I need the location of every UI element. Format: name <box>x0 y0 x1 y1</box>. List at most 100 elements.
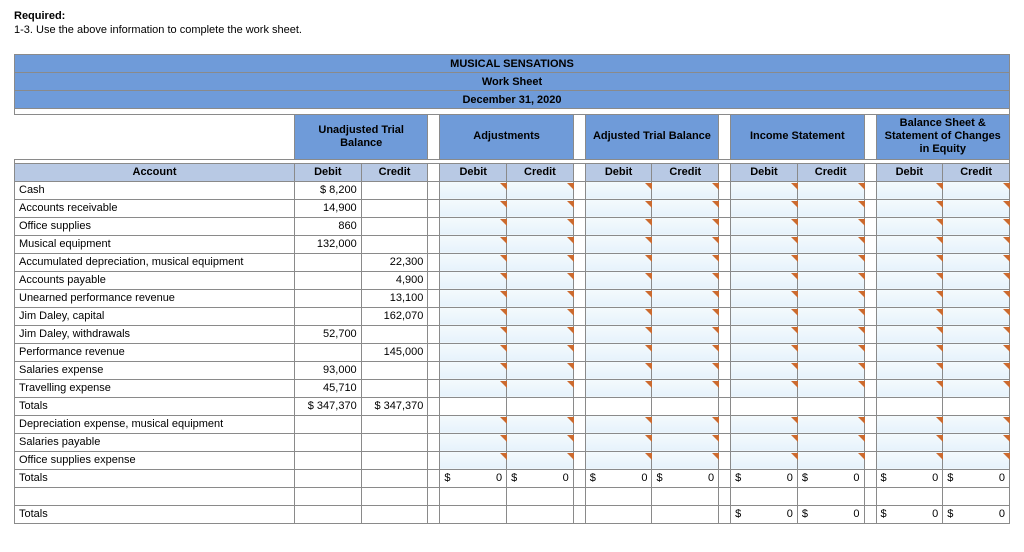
input-cell[interactable] <box>876 271 943 289</box>
input-cell[interactable] <box>876 415 943 433</box>
input-cell[interactable] <box>585 217 652 235</box>
input-cell[interactable] <box>797 307 864 325</box>
input-cell[interactable] <box>943 199 1010 217</box>
input-cell[interactable] <box>876 325 943 343</box>
input-cell[interactable] <box>943 307 1010 325</box>
input-cell[interactable] <box>585 271 652 289</box>
input-cell[interactable] <box>652 253 719 271</box>
input-cell[interactable] <box>507 271 574 289</box>
input-cell[interactable] <box>440 289 507 307</box>
input-cell[interactable] <box>797 271 864 289</box>
input-cell[interactable] <box>585 361 652 379</box>
input-cell[interactable] <box>797 253 864 271</box>
input-cell[interactable] <box>507 415 574 433</box>
input-cell[interactable] <box>876 451 943 469</box>
input-cell[interactable] <box>652 217 719 235</box>
input-cell[interactable] <box>943 253 1010 271</box>
input-cell[interactable] <box>585 343 652 361</box>
input-cell[interactable] <box>440 181 507 199</box>
input-cell[interactable] <box>797 343 864 361</box>
input-cell[interactable] <box>652 325 719 343</box>
input-cell[interactable] <box>731 199 798 217</box>
input-cell[interactable] <box>507 217 574 235</box>
input-cell[interactable] <box>507 361 574 379</box>
input-cell[interactable] <box>797 235 864 253</box>
input-cell[interactable] <box>797 199 864 217</box>
input-cell[interactable] <box>876 217 943 235</box>
input-cell[interactable] <box>440 217 507 235</box>
input-cell[interactable] <box>876 343 943 361</box>
input-cell[interactable] <box>943 217 1010 235</box>
input-cell[interactable] <box>585 379 652 397</box>
input-cell[interactable] <box>943 451 1010 469</box>
input-cell[interactable] <box>507 235 574 253</box>
input-cell[interactable] <box>440 307 507 325</box>
input-cell[interactable] <box>797 217 864 235</box>
input-cell[interactable] <box>652 271 719 289</box>
input-cell[interactable] <box>731 433 798 451</box>
input-cell[interactable] <box>731 343 798 361</box>
input-cell[interactable] <box>731 415 798 433</box>
input-cell[interactable] <box>943 181 1010 199</box>
input-cell[interactable] <box>440 325 507 343</box>
input-cell[interactable] <box>731 289 798 307</box>
input-cell[interactable] <box>731 361 798 379</box>
input-cell[interactable] <box>652 235 719 253</box>
input-cell[interactable] <box>731 253 798 271</box>
input-cell[interactable] <box>585 307 652 325</box>
input-cell[interactable] <box>652 433 719 451</box>
input-cell[interactable] <box>943 415 1010 433</box>
input-cell[interactable] <box>652 289 719 307</box>
input-cell[interactable] <box>440 433 507 451</box>
input-cell[interactable] <box>797 361 864 379</box>
input-cell[interactable] <box>507 289 574 307</box>
input-cell[interactable] <box>440 415 507 433</box>
input-cell[interactable] <box>731 181 798 199</box>
input-cell[interactable] <box>797 433 864 451</box>
input-cell[interactable] <box>585 253 652 271</box>
input-cell[interactable] <box>943 325 1010 343</box>
input-cell[interactable] <box>797 379 864 397</box>
input-cell[interactable] <box>652 199 719 217</box>
input-cell[interactable] <box>652 307 719 325</box>
input-cell[interactable] <box>731 307 798 325</box>
input-cell[interactable] <box>731 379 798 397</box>
input-cell[interactable] <box>585 451 652 469</box>
input-cell[interactable] <box>585 289 652 307</box>
input-cell[interactable] <box>585 181 652 199</box>
input-cell[interactable] <box>585 235 652 253</box>
input-cell[interactable] <box>876 253 943 271</box>
input-cell[interactable] <box>652 181 719 199</box>
input-cell[interactable] <box>652 343 719 361</box>
input-cell[interactable] <box>876 235 943 253</box>
input-cell[interactable] <box>943 343 1010 361</box>
input-cell[interactable] <box>797 451 864 469</box>
input-cell[interactable] <box>943 379 1010 397</box>
input-cell[interactable] <box>507 379 574 397</box>
input-cell[interactable] <box>943 361 1010 379</box>
input-cell[interactable] <box>507 181 574 199</box>
input-cell[interactable] <box>797 325 864 343</box>
input-cell[interactable] <box>440 451 507 469</box>
input-cell[interactable] <box>507 343 574 361</box>
input-cell[interactable] <box>943 289 1010 307</box>
input-cell[interactable] <box>440 361 507 379</box>
input-cell[interactable] <box>507 307 574 325</box>
input-cell[interactable] <box>876 199 943 217</box>
input-cell[interactable] <box>797 181 864 199</box>
input-cell[interactable] <box>440 199 507 217</box>
input-cell[interactable] <box>652 415 719 433</box>
input-cell[interactable] <box>797 289 864 307</box>
input-cell[interactable] <box>652 379 719 397</box>
input-cell[interactable] <box>876 361 943 379</box>
input-cell[interactable] <box>507 253 574 271</box>
input-cell[interactable] <box>507 451 574 469</box>
input-cell[interactable] <box>731 451 798 469</box>
input-cell[interactable] <box>652 451 719 469</box>
input-cell[interactable] <box>943 235 1010 253</box>
input-cell[interactable] <box>731 325 798 343</box>
input-cell[interactable] <box>876 289 943 307</box>
input-cell[interactable] <box>585 415 652 433</box>
input-cell[interactable] <box>507 199 574 217</box>
input-cell[interactable] <box>585 433 652 451</box>
